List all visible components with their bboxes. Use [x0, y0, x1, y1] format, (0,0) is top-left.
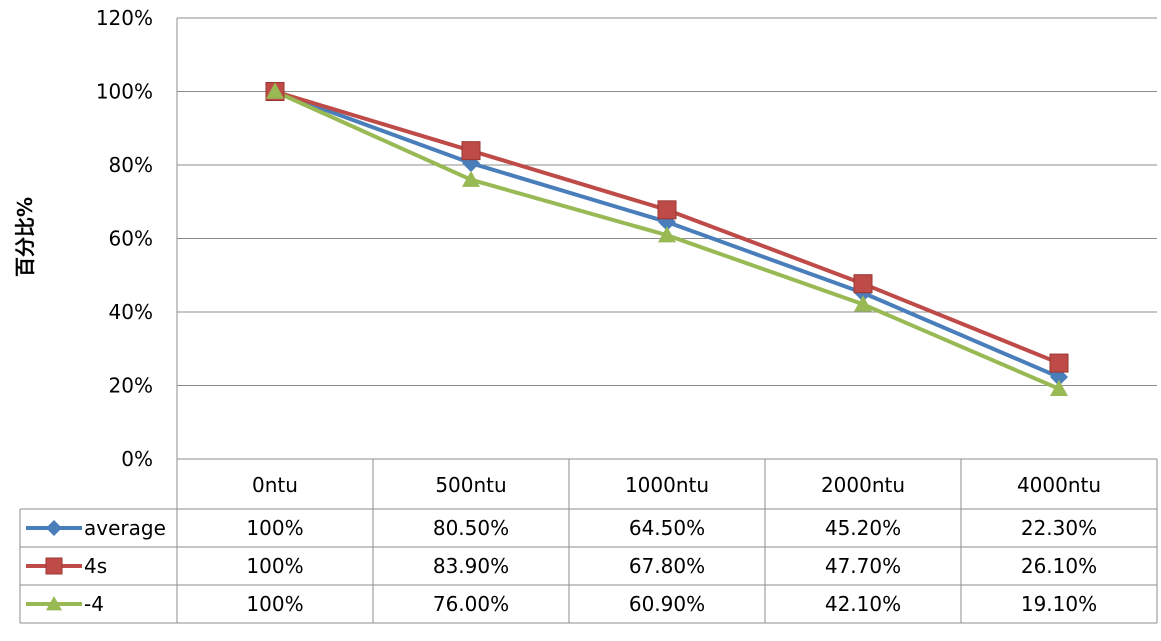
y-tick-label: 0% [121, 447, 153, 471]
data-point [266, 82, 284, 99]
legend-series-name: average [84, 516, 166, 540]
table-cell-value: 42.10% [825, 592, 901, 616]
y-tick-label: 80% [109, 153, 153, 177]
table-cell-value: 100% [246, 592, 303, 616]
x-category-label: 1000ntu [625, 473, 709, 497]
legend-key-marker [45, 557, 63, 575]
data-point [1050, 379, 1068, 397]
y-tick-label: 120% [96, 6, 153, 30]
legend-series-name: -4 [84, 592, 104, 616]
legend-key-marker [46, 596, 62, 611]
x-category-label: 0ntu [252, 473, 298, 497]
data-table: 0ntu 500ntu 1000ntu 2000ntu 4000ntu average 10… [19, 458, 1158, 624]
y-tick-label: 100% [96, 80, 153, 104]
table-cell-value: 60.90% [629, 592, 705, 616]
table-cell-value: 22.30% [1021, 516, 1097, 540]
table-cell-value: 19.10% [1021, 592, 1097, 616]
y-tick-label: 40% [109, 300, 153, 324]
y-tick-label: 20% [109, 374, 153, 398]
data-point [1049, 353, 1069, 373]
data-point [853, 274, 873, 294]
data-point [854, 295, 872, 312]
x-category-label: 2000ntu [821, 473, 905, 497]
y-tick-label: 60% [109, 227, 153, 251]
y-axis-label: 百分比% [13, 197, 37, 277]
data-point [657, 200, 677, 220]
data-point [658, 226, 676, 243]
table-cell-value: 80.50% [433, 516, 509, 540]
table-cell-value: 45.20% [825, 516, 901, 540]
table-cell-value: 47.70% [825, 554, 901, 578]
table-cell-value: 76.00% [433, 592, 509, 616]
table-cell-value: 100% [246, 554, 303, 578]
y-axis-ticks: 0% 20% 40% 60% 80% 100% 120% [96, 6, 153, 471]
table-cell-value: 64.50% [629, 516, 705, 540]
series-lines [265, 82, 1069, 397]
x-category-label: 4000ntu [1017, 473, 1101, 497]
legend-series-name: 4s [84, 554, 107, 578]
data-point [462, 170, 480, 187]
x-category-label: 500ntu [435, 473, 506, 497]
table-cell-value: 100% [246, 516, 303, 540]
table-cell-value: 67.80% [629, 554, 705, 578]
table-cell-value: 83.90% [433, 554, 509, 578]
data-point [461, 141, 481, 161]
table-cell-value: 26.10% [1021, 554, 1097, 578]
legend-key-marker [46, 520, 62, 536]
